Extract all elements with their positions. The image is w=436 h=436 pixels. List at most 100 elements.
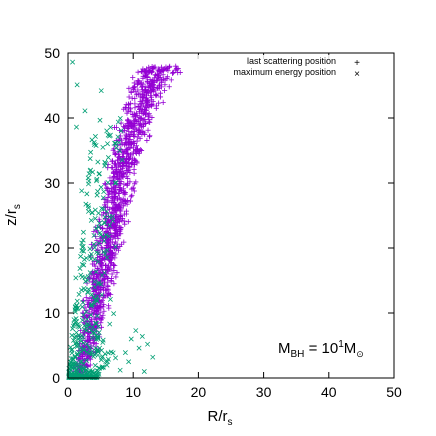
last-scattering-point <box>123 147 129 153</box>
last-scattering-point <box>90 341 96 347</box>
max-energy-point <box>81 346 87 352</box>
last-scattering-point <box>108 292 114 298</box>
max-energy-point <box>92 216 98 222</box>
last-scattering-point <box>117 141 123 148</box>
max-energy-point <box>81 361 87 367</box>
last-scattering-point <box>156 100 162 106</box>
last-scattering-point <box>113 274 119 280</box>
last-scattering-point <box>121 218 127 224</box>
last-scattering-point <box>120 174 126 180</box>
max-energy-point <box>83 367 89 373</box>
last-scattering-point <box>105 188 111 194</box>
max-energy-point <box>122 350 128 356</box>
last-scattering-point <box>114 227 120 233</box>
max-energy-point <box>85 321 91 327</box>
max-energy-point <box>119 157 125 163</box>
last-scattering-point <box>130 74 136 81</box>
max-energy-point <box>105 132 111 138</box>
last-scattering-point <box>97 310 103 316</box>
last-scattering-point <box>123 136 129 142</box>
max-energy-point <box>117 115 123 121</box>
last-scattering-point <box>125 219 131 225</box>
last-scattering-point <box>100 225 106 231</box>
last-scattering-point <box>140 66 146 72</box>
last-scattering-point <box>150 77 156 83</box>
last-scattering-point <box>114 170 121 176</box>
last-scattering-point <box>121 170 127 176</box>
max-energy-point <box>102 270 107 276</box>
max-energy-point <box>76 349 82 355</box>
last-scattering-point <box>109 210 115 216</box>
last-scattering-point <box>137 147 143 153</box>
y-tick-label: 0 <box>52 370 60 386</box>
max-energy-point <box>81 248 87 254</box>
max-energy-point <box>80 340 86 346</box>
last-scattering-point <box>139 97 145 103</box>
max-energy-point <box>93 269 99 275</box>
x-tick-label: 40 <box>321 384 337 400</box>
last-scattering-point <box>121 239 127 245</box>
max-energy-point <box>107 296 113 302</box>
last-scattering-point <box>109 158 115 165</box>
last-scattering-point <box>106 206 113 212</box>
max-energy-point <box>79 240 85 246</box>
max-energy-point <box>94 249 99 255</box>
last-scattering-point <box>166 84 172 90</box>
last-scattering-point <box>120 198 126 204</box>
last-scattering-point <box>125 167 131 174</box>
last-scattering-point <box>125 101 132 107</box>
last-scattering-point <box>126 139 132 145</box>
last-scattering-point <box>130 112 136 118</box>
max-energy-point <box>86 171 92 177</box>
last-scattering-point <box>139 132 145 138</box>
max-energy-point <box>103 232 109 238</box>
y-tick-label: 30 <box>44 175 60 191</box>
last-scattering-point <box>131 161 138 168</box>
last-scattering-point <box>142 121 149 127</box>
y-tick-label: 20 <box>44 240 60 256</box>
max-energy-point <box>96 281 102 287</box>
last-scattering-point <box>136 109 142 115</box>
last-scattering-point <box>117 175 123 181</box>
max-energy-point <box>71 363 77 369</box>
max-energy-point <box>99 354 105 360</box>
last-scattering-point <box>146 111 152 117</box>
last-scattering-point <box>124 160 130 166</box>
max-energy-point <box>92 297 98 303</box>
last-scattering-point <box>147 76 153 83</box>
last-scattering-point <box>114 157 121 163</box>
last-scattering-point <box>149 114 155 121</box>
last-scattering-point <box>109 185 115 191</box>
last-scattering-point <box>138 123 144 129</box>
max-energy-point <box>150 354 156 360</box>
max-energy-point <box>88 327 94 333</box>
last-scattering-point <box>112 184 118 191</box>
max-energy-point <box>87 246 93 252</box>
last-scattering-point <box>132 128 138 135</box>
max-energy-point <box>91 374 97 380</box>
last-scattering-point <box>134 146 141 152</box>
last-scattering-point <box>104 240 110 246</box>
max-energy-point <box>79 188 85 194</box>
max-energy-point <box>145 341 151 347</box>
mass-annotation: MBH = 101M⊙ <box>278 339 364 360</box>
max-energy-point <box>77 324 83 330</box>
legend: last scattering position + maximum energ… <box>198 55 392 80</box>
max-energy-point <box>85 208 91 214</box>
last-scattering-point <box>129 186 135 192</box>
last-scattering-point <box>123 211 129 217</box>
max-energy-point <box>72 353 78 359</box>
last-scattering-point <box>105 191 112 197</box>
max-energy-point <box>83 278 88 284</box>
last-scattering-point <box>101 301 107 307</box>
max-energy-point <box>107 321 113 327</box>
last-scattering-point <box>112 150 118 156</box>
last-scattering-point <box>173 65 180 71</box>
max-energy-point <box>86 205 92 211</box>
last-scattering-point <box>150 66 156 72</box>
max-energy-point <box>115 119 121 125</box>
last-scattering-point <box>79 354 85 360</box>
max-energy-point <box>94 192 100 198</box>
max-energy-point <box>105 154 111 160</box>
